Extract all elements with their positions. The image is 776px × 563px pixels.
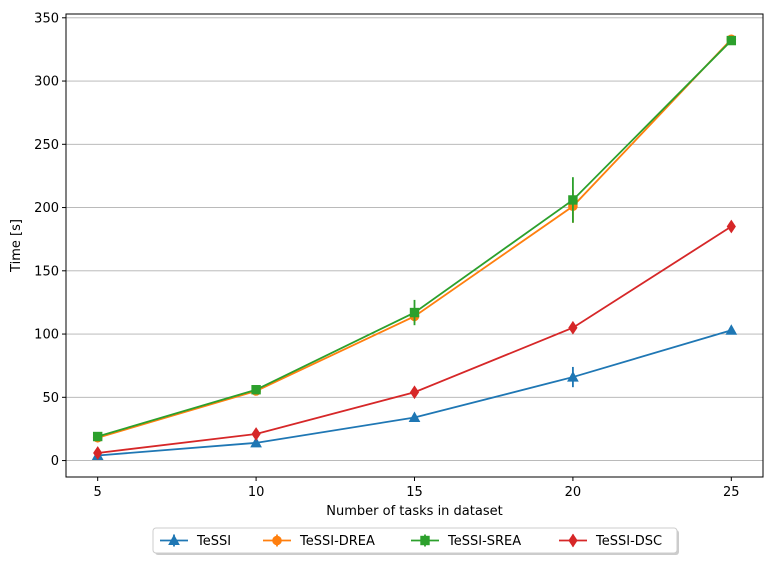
data-point: [409, 385, 420, 400]
plot-series: [91, 34, 738, 460]
data-point: [250, 436, 262, 448]
data-point: [92, 431, 103, 442]
data-point: [568, 195, 578, 205]
legend-label: TeSSI-DREA: [299, 534, 375, 549]
legend-marker: [272, 535, 282, 546]
y-axis-label: Time [s]: [9, 219, 24, 273]
y-tick-label: 100: [34, 328, 59, 343]
legend-marker: [420, 535, 430, 546]
legend-item: TeSSI-DSC: [559, 533, 662, 549]
data-point: [725, 324, 738, 335]
y-tick-label: 50: [42, 391, 59, 406]
series-line-tessi-srea: [97, 39, 732, 438]
x-tick-label: 10: [248, 485, 265, 500]
legend-label: TeSSI: [196, 534, 231, 549]
legend: TeSSI TeSSI-DREA TeSSI-SREA TeSSI-DSC: [152, 527, 679, 555]
series-tessi-dsc: [93, 219, 736, 460]
series-tessi-drea: [92, 34, 737, 443]
legend-item: TeSSI: [160, 534, 231, 549]
y-tick-label: 250: [34, 138, 59, 153]
y-tick-label: 350: [34, 11, 59, 26]
y-tick-label: 0: [51, 454, 59, 469]
data-point: [251, 427, 261, 441]
data-point: [726, 35, 737, 46]
legend-marker: [168, 534, 180, 545]
x-tick-label: 20: [565, 485, 582, 500]
axis-ticks: 0 50 100 150 200 250 300 350 5 10 15 20 25: [34, 11, 739, 500]
series-tessi-srea: [92, 35, 737, 442]
data-point: [409, 307, 420, 318]
legend-label: TeSSI-DSC: [595, 534, 662, 549]
x-tick-label: 15: [406, 485, 423, 500]
gridlines: [66, 17, 763, 461]
y-tick-label: 300: [34, 75, 59, 90]
data-point: [93, 446, 103, 460]
data-point: [567, 371, 579, 382]
series-line-tessi-drea: [97, 38, 732, 439]
x-tick-label: 5: [94, 485, 102, 500]
y-tick-label: 200: [34, 201, 59, 216]
legend-label: TeSSI-SREA: [447, 534, 521, 549]
legend-marker: [568, 533, 578, 548]
data-point: [408, 411, 421, 423]
data-point: [726, 219, 736, 234]
data-point: [568, 320, 578, 335]
data-point: [251, 385, 261, 395]
x-tick-label: 25: [723, 485, 740, 500]
x-axis-label: Number of tasks in dataset: [326, 504, 502, 519]
plot-frame: [65, 13, 764, 478]
legend-item: TeSSI-DREA: [263, 534, 375, 549]
y-tick-label: 150: [34, 264, 59, 279]
legend-item: TeSSI-SREA: [411, 534, 521, 549]
